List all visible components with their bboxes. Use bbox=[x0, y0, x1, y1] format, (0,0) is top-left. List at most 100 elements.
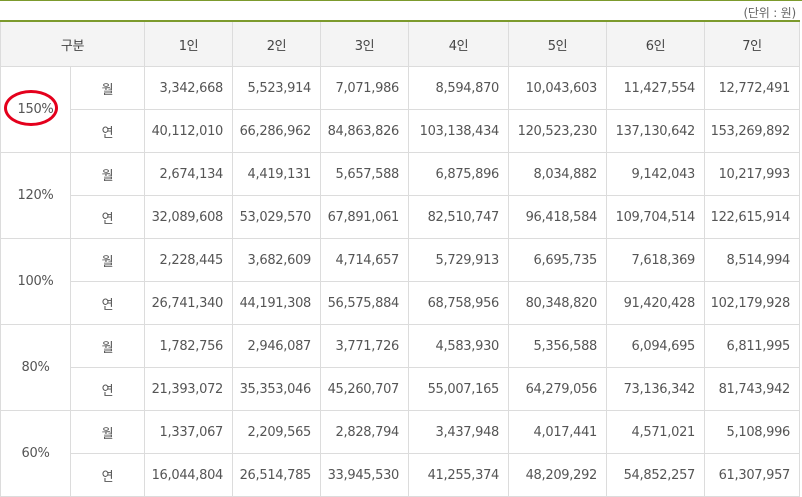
amount-cell: 10,217,993 bbox=[704, 152, 801, 196]
period-label: 연 bbox=[69, 453, 146, 497]
percent-label: 100% bbox=[17, 274, 54, 289]
amount-cell: 4,583,930 bbox=[408, 324, 510, 368]
top-accent-line bbox=[0, 0, 802, 1]
period-label: 월 bbox=[69, 66, 146, 110]
table-row: 120% 월 2,674,134 4,419,131 5,657,588 6,875,89… bbox=[0, 152, 801, 239]
amount-cell: 16,044,804 bbox=[144, 453, 234, 497]
amount-cell: 2,209,565 bbox=[232, 410, 322, 454]
amount-cell: 41,255,374 bbox=[408, 453, 510, 497]
amount-cell: 73,136,342 bbox=[606, 367, 706, 411]
percent-label: 60% bbox=[21, 446, 50, 461]
header-col-1: 1인 bbox=[144, 20, 234, 67]
amount-cell: 56,575,884 bbox=[320, 281, 410, 325]
amount-cell: 21,393,072 bbox=[144, 367, 234, 411]
amount-cell: 120,523,230 bbox=[508, 109, 608, 153]
amount-cell: 8,034,882 bbox=[508, 152, 608, 196]
table-row: 150% 월 3,342,668 5,523,914 7,071,986 8,594,87… bbox=[0, 66, 801, 153]
amount-cell: 91,420,428 bbox=[606, 281, 706, 325]
highlight-circle bbox=[4, 89, 58, 126]
period-label: 월 bbox=[69, 324, 146, 368]
amount-cell: 26,514,785 bbox=[232, 453, 322, 497]
amount-cell: 2,228,445 bbox=[144, 238, 234, 282]
amount-cell: 68,758,956 bbox=[408, 281, 510, 325]
header-col-7: 7인 bbox=[704, 20, 801, 67]
header-category: 구분 bbox=[0, 20, 146, 67]
amount-cell: 44,191,308 bbox=[232, 281, 322, 325]
period-label: 연 bbox=[69, 195, 146, 239]
period-label: 연 bbox=[69, 281, 146, 325]
unit-label: (단위 : 원) bbox=[743, 6, 796, 20]
table-row: 연 16,044,804 26,514,785 33,945,530 41,255,37… bbox=[1, 453, 801, 497]
table-row: 연 26,741,340 44,191,308 56,575,884 68,758,95… bbox=[1, 281, 801, 325]
amount-cell: 3,771,726 bbox=[320, 324, 410, 368]
percent-cell: 100% bbox=[0, 238, 71, 325]
percent-label: 120% bbox=[17, 188, 54, 203]
amount-cell: 7,618,369 bbox=[606, 238, 706, 282]
header-row: 구분 1인 2인 3인 4인 5인 6인 7인 bbox=[0, 20, 801, 67]
period-label: 연 bbox=[69, 367, 146, 411]
amount-cell: 84,863,826 bbox=[320, 109, 410, 153]
amount-cell: 3,682,609 bbox=[232, 238, 322, 282]
amount-cell: 9,142,043 bbox=[606, 152, 706, 196]
table-row: 연 40,112,010 66,286,962 84,863,826 103,138,4… bbox=[1, 109, 801, 153]
amount-cell: 10,043,603 bbox=[508, 66, 608, 110]
amount-cell: 6,094,695 bbox=[606, 324, 706, 368]
amount-cell: 54,852,257 bbox=[606, 453, 706, 497]
amount-cell: 1,337,067 bbox=[144, 410, 234, 454]
amount-cell: 103,138,434 bbox=[408, 109, 510, 153]
percent-cell: 60% bbox=[0, 410, 71, 497]
amount-cell: 122,615,914 bbox=[704, 195, 801, 239]
percent-cell: 80% bbox=[0, 324, 71, 411]
amount-cell: 3,342,668 bbox=[144, 66, 234, 110]
amount-cell: 153,269,892 bbox=[704, 109, 801, 153]
amount-cell: 45,260,707 bbox=[320, 367, 410, 411]
period-label: 월 bbox=[69, 410, 146, 454]
amount-cell: 2,674,134 bbox=[144, 152, 234, 196]
amount-cell: 33,945,530 bbox=[320, 453, 410, 497]
amount-cell: 5,356,588 bbox=[508, 324, 608, 368]
table-row: 연 21,393,072 35,353,046 45,260,707 55,007,16… bbox=[1, 367, 801, 411]
amount-cell: 3,437,948 bbox=[408, 410, 510, 454]
amount-cell: 7,071,986 bbox=[320, 66, 410, 110]
amount-cell: 82,510,747 bbox=[408, 195, 510, 239]
amount-cell: 137,130,642 bbox=[606, 109, 706, 153]
percent-label: 80% bbox=[21, 360, 50, 375]
amount-cell: 109,704,514 bbox=[606, 195, 706, 239]
amount-cell: 12,772,491 bbox=[704, 66, 801, 110]
amount-cell: 2,946,087 bbox=[232, 324, 322, 368]
amount-cell: 96,418,584 bbox=[508, 195, 608, 239]
header-col-5: 5인 bbox=[508, 20, 608, 67]
amount-cell: 8,594,870 bbox=[408, 66, 510, 110]
amount-cell: 64,279,056 bbox=[508, 367, 608, 411]
period-label: 월 bbox=[69, 152, 146, 196]
amount-cell: 6,695,735 bbox=[508, 238, 608, 282]
income-table: 구분 1인 2인 3인 4인 5인 6인 7인 150% 월 3,342,668 5,… bbox=[0, 20, 801, 497]
amount-cell: 67,891,061 bbox=[320, 195, 410, 239]
period-label: 연 bbox=[69, 109, 146, 153]
header-col-2: 2인 bbox=[232, 20, 322, 67]
amount-cell: 53,029,570 bbox=[232, 195, 322, 239]
amount-cell: 8,514,994 bbox=[704, 238, 801, 282]
amount-cell: 4,571,021 bbox=[606, 410, 706, 454]
percent-cell: 120% bbox=[0, 152, 71, 239]
amount-cell: 48,209,292 bbox=[508, 453, 608, 497]
table-row: 100% 월 2,228,445 3,682,609 4,714,657 5,729,91… bbox=[0, 238, 801, 325]
amount-cell: 35,353,046 bbox=[232, 367, 322, 411]
amount-cell: 6,811,995 bbox=[704, 324, 801, 368]
amount-cell: 4,419,131 bbox=[232, 152, 322, 196]
percent-cell: 150% bbox=[0, 66, 71, 153]
header-col-6: 6인 bbox=[606, 20, 706, 67]
amount-cell: 5,523,914 bbox=[232, 66, 322, 110]
table-row: 60% 월 1,337,067 2,209,565 2,828,794 3,437,948… bbox=[0, 410, 801, 497]
amount-cell: 4,714,657 bbox=[320, 238, 410, 282]
period-label: 월 bbox=[69, 238, 146, 282]
amount-cell: 55,007,165 bbox=[408, 367, 510, 411]
amount-cell: 4,017,441 bbox=[508, 410, 608, 454]
amount-cell: 40,112,010 bbox=[144, 109, 234, 153]
amount-cell: 81,743,942 bbox=[704, 367, 801, 411]
amount-cell: 61,307,957 bbox=[704, 453, 801, 497]
amount-cell: 6,875,896 bbox=[408, 152, 510, 196]
amount-cell: 66,286,962 bbox=[232, 109, 322, 153]
amount-cell: 5,729,913 bbox=[408, 238, 510, 282]
amount-cell: 11,427,554 bbox=[606, 66, 706, 110]
